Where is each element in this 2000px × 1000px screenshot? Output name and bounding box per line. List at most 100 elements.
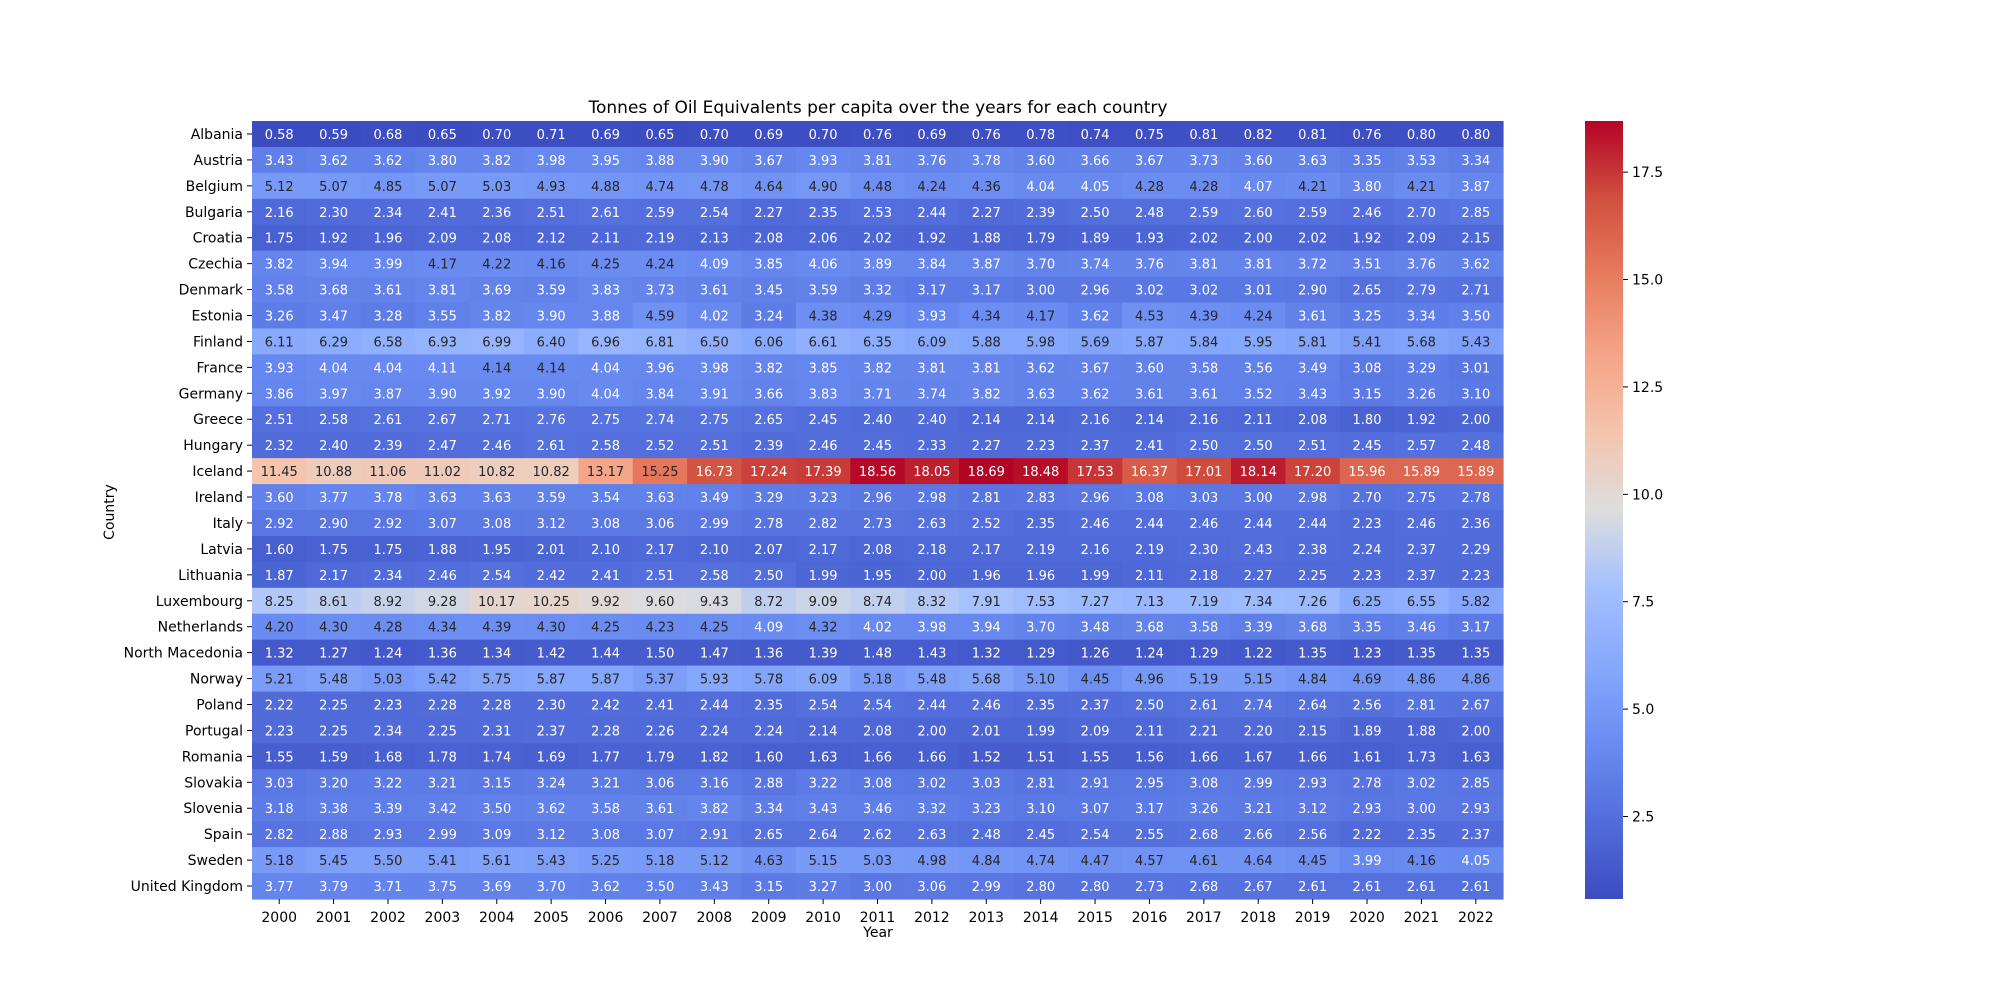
heatmap-cell [415, 406, 471, 433]
cell-value-label: 3.62 [1026, 361, 1055, 376]
country-label: Czechia [188, 257, 243, 273]
cell-value-label: 3.89 [863, 258, 892, 273]
cell-value-label: 2.73 [1135, 880, 1164, 895]
heatmap-cell [1231, 691, 1287, 719]
cell-value-label: 2.40 [863, 413, 892, 428]
heatmap-cell [1122, 198, 1178, 226]
heatmap-cell [632, 328, 688, 355]
heatmap-cell [1122, 276, 1178, 304]
cell-value-label: 3.08 [591, 517, 620, 532]
cell-value-label: 3.06 [645, 776, 674, 791]
cell-value-label: 5.87 [1135, 335, 1164, 350]
heatmap-cell [1285, 172, 1341, 200]
cell-value-label: 2.00 [1244, 232, 1273, 247]
cell-value-label: 1.96 [1026, 569, 1055, 584]
cell-value-label: 2.37 [1081, 439, 1110, 454]
cell-value-label: 3.83 [591, 284, 620, 299]
cell-value-label: 2.99 [972, 880, 1001, 895]
heatmap-cell [1448, 743, 1504, 770]
cell-value-label: 4.90 [809, 180, 838, 195]
cell-value-label: 2.38 [1298, 543, 1327, 558]
heatmap-cell [1067, 535, 1123, 563]
cell-value-label: 1.66 [863, 750, 892, 765]
year-label: 2015 [1077, 910, 1113, 926]
heatmap-cell [850, 795, 906, 822]
cell-value-label: 3.08 [1135, 491, 1164, 506]
heatmap-cell [1122, 769, 1178, 796]
heatmap-cell [1176, 121, 1232, 148]
country-label: Estonia [191, 309, 243, 325]
country-label: Spain [204, 827, 243, 843]
heatmap-cell [1339, 250, 1395, 278]
cell-value-label: 3.94 [319, 258, 348, 273]
cell-value-label: 1.60 [265, 543, 294, 558]
heatmap-cell [469, 354, 525, 381]
cell-value-label: 3.34 [1461, 154, 1490, 169]
cell-value-label: 8.72 [754, 595, 783, 610]
cell-value-label: 5.98 [1026, 335, 1055, 350]
colorbar-tick-label: 12.5 [1632, 380, 1663, 396]
cell-value-label: 2.41 [591, 569, 620, 584]
heatmap-cell [741, 665, 797, 693]
cell-value-label: 3.62 [1461, 258, 1490, 273]
heatmap-cell [306, 276, 362, 304]
heatmap-cell [1394, 873, 1450, 900]
heatmap-cell [360, 276, 416, 304]
cell-value-label: 3.62 [1081, 387, 1110, 402]
heatmap-cell [1231, 458, 1287, 485]
heatmap-cell [523, 276, 579, 304]
cell-value-label: 2.15 [1461, 232, 1490, 247]
heatmap-cell [1448, 121, 1504, 148]
cell-value-label: 3.82 [265, 258, 294, 273]
cell-value-label: 2.02 [1298, 232, 1327, 247]
cell-value-label: 2.67 [1461, 699, 1490, 714]
heatmap-cell [632, 250, 688, 278]
heatmap-cell [850, 458, 906, 485]
country-label: Austria [194, 153, 243, 169]
heatmap-cell [252, 535, 307, 563]
heatmap-cell [687, 250, 743, 278]
year-label: 2014 [1023, 910, 1059, 926]
cell-value-label: 1.34 [482, 647, 511, 662]
country-label: Iceland [192, 464, 243, 480]
heatmap-cell [687, 224, 743, 252]
cell-value-label: 3.98 [700, 361, 729, 376]
heatmap-cell [415, 380, 471, 407]
cell-value-label: 2.93 [1298, 776, 1327, 791]
heatmap-cell [795, 484, 851, 511]
cell-value-label: 3.15 [1353, 387, 1382, 402]
cell-value-label: 4.23 [645, 621, 674, 636]
cell-value-label: 18.56 [859, 465, 896, 480]
heatmap-cell [1122, 146, 1178, 174]
heatmap-cell [469, 302, 525, 330]
cell-value-label: 2.81 [1407, 699, 1436, 714]
cell-value-label: 5.43 [1461, 335, 1490, 350]
heatmap-cell [1122, 743, 1178, 770]
cell-value-label: 2.28 [428, 699, 457, 714]
heatmap-cell [360, 717, 416, 744]
cell-value-label: 3.58 [265, 284, 294, 299]
heatmap-cell [1176, 743, 1232, 770]
heatmap-cell [1013, 328, 1069, 355]
cell-value-label: 3.88 [645, 154, 674, 169]
cell-value-label: 4.25 [700, 621, 729, 636]
cell-value-label: 4.74 [1026, 854, 1055, 869]
heatmap-cell [1067, 510, 1123, 537]
cell-value-label: 3.50 [645, 880, 674, 895]
cell-value-label: 4.14 [482, 361, 511, 376]
cell-value-label: 2.17 [972, 543, 1001, 558]
cell-value-label: 3.88 [591, 310, 620, 325]
cell-value-label: 2.22 [1353, 828, 1382, 843]
cell-value-label: 2.46 [809, 439, 838, 454]
cell-value-label: 3.81 [863, 154, 892, 169]
cell-value-label: 4.24 [917, 180, 946, 195]
cell-value-label: 2.13 [700, 232, 729, 247]
cell-value-label: 9.28 [428, 595, 457, 610]
heatmap-cell [415, 795, 471, 822]
heatmap-cell [1122, 847, 1178, 874]
cell-value-label: 0.74 [1081, 128, 1110, 143]
heatmap-cell [959, 302, 1015, 330]
heatmap-cell [306, 172, 362, 200]
cell-value-label: 2.35 [1407, 828, 1436, 843]
cell-value-label: 3.17 [1135, 802, 1164, 817]
